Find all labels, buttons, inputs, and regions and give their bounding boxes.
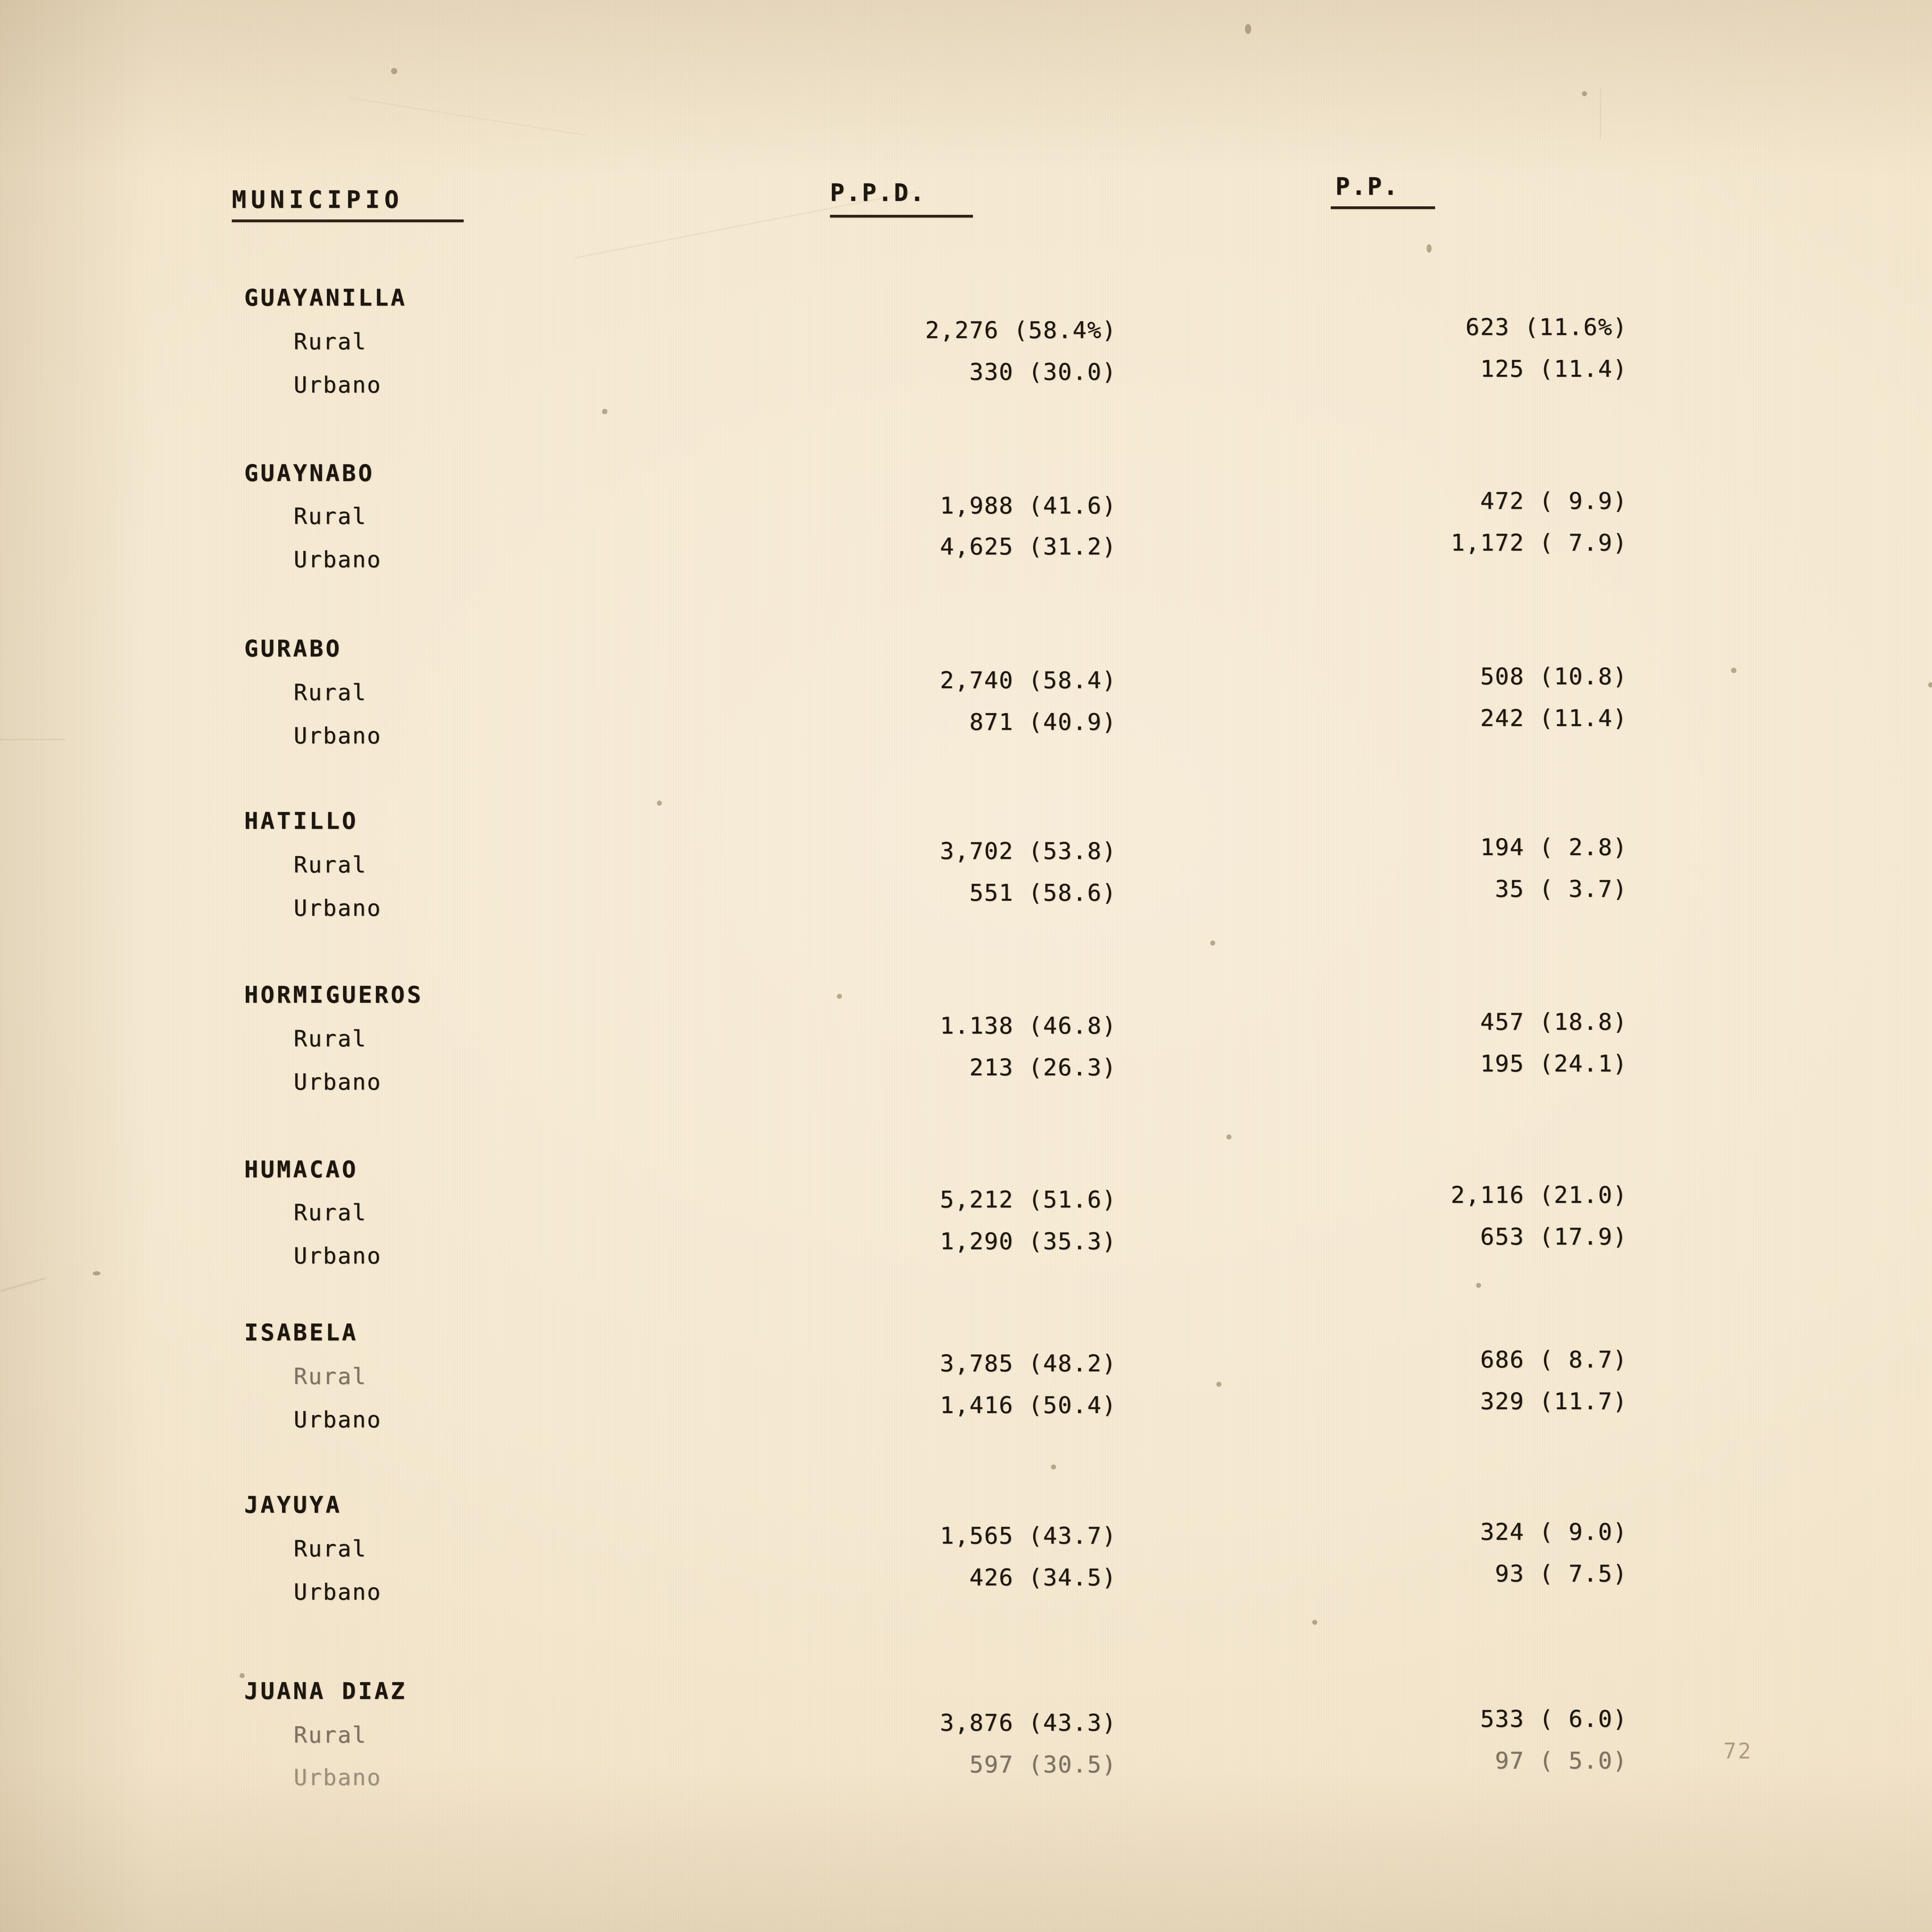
row-label-rural: Rural bbox=[294, 1722, 367, 1748]
paper-speck bbox=[1731, 668, 1736, 673]
row-label-rural: Rural bbox=[294, 1363, 367, 1389]
paper-speck bbox=[1226, 1134, 1231, 1139]
pp-rural-value: 508 (10.8) bbox=[1480, 663, 1628, 690]
pp-urbano-value: 97 ( 5.0) bbox=[1495, 1747, 1628, 1774]
paper-crease bbox=[349, 97, 586, 136]
ppd-urbano-value: 213 (26.3) bbox=[969, 1054, 1117, 1081]
row-label-urbano: Urbano bbox=[294, 723, 382, 749]
paper-speck bbox=[1051, 1464, 1056, 1469]
paper-speck bbox=[1312, 1620, 1317, 1625]
ppd-rural-value: 5,212 (51.6) bbox=[940, 1186, 1117, 1213]
ppd-urbano-value: 597 (30.5) bbox=[969, 1751, 1117, 1778]
pp-urbano-value: 653 (17.9) bbox=[1480, 1223, 1628, 1250]
ppd-urbano-value: 871 (40.9) bbox=[969, 709, 1117, 736]
row-label-urbano: Urbano bbox=[294, 1579, 382, 1605]
paper-speck bbox=[1245, 24, 1251, 34]
municipality-name: HUMACAO bbox=[244, 1156, 358, 1183]
row-label-urbano: Urbano bbox=[294, 1406, 382, 1433]
paper-speck bbox=[602, 409, 607, 414]
margin-mark bbox=[1600, 89, 1601, 139]
row-label-rural: Rural bbox=[294, 852, 367, 878]
pp-rural-value: 623 (11.6%) bbox=[1465, 314, 1628, 341]
pp-rural-value: 457 (18.8) bbox=[1480, 1009, 1628, 1036]
row-label-urbano: Urbano bbox=[294, 372, 382, 398]
ppd-header-underline bbox=[830, 215, 973, 218]
municipality-name: GUAYNABO bbox=[244, 460, 374, 487]
page-number: 72 bbox=[1723, 1739, 1753, 1764]
municipality-name: JUANA DIAZ bbox=[244, 1678, 407, 1705]
municipality-name: GUAYANILLA bbox=[244, 284, 407, 311]
paper-speck bbox=[1216, 1382, 1221, 1387]
pp-urbano-value: 329 (11.7) bbox=[1480, 1388, 1628, 1415]
pp-header-underline bbox=[1331, 206, 1435, 209]
pp-urbano-value: 125 (11.4) bbox=[1480, 355, 1628, 383]
paper-speck bbox=[657, 801, 662, 806]
pp-rural-value: 533 ( 6.0) bbox=[1480, 1706, 1628, 1733]
municipality-name: ISABELA bbox=[244, 1319, 358, 1346]
ppd-rural-value: 1,565 (43.7) bbox=[940, 1522, 1117, 1549]
pp-urbano-value: 195 (24.1) bbox=[1480, 1050, 1628, 1077]
municipio-header-underline bbox=[232, 219, 464, 222]
paper-speck bbox=[391, 68, 397, 74]
paper-speck bbox=[93, 1271, 100, 1276]
paper-speck bbox=[1427, 244, 1432, 253]
column-header-ppd: P.P.D. bbox=[830, 179, 926, 207]
ppd-urbano-value: 1,416 (50.4) bbox=[940, 1392, 1117, 1419]
row-label-rural: Rural bbox=[294, 679, 367, 706]
row-label-urbano: Urbano bbox=[294, 1243, 382, 1269]
row-label-rural: Rural bbox=[294, 1026, 367, 1052]
pp-rural-value: 686 ( 8.7) bbox=[1480, 1346, 1628, 1373]
pp-urbano-value: 1,172 ( 7.9) bbox=[1451, 529, 1628, 556]
ppd-rural-value: 3,876 (43.3) bbox=[940, 1709, 1117, 1736]
municipality-name: HORMIGUEROS bbox=[244, 981, 423, 1009]
margin-mark bbox=[0, 1277, 46, 1292]
ppd-urbano-value: 4,625 (31.2) bbox=[940, 533, 1117, 560]
row-label-rural: Rural bbox=[294, 503, 367, 529]
pp-rural-value: 2,116 (21.0) bbox=[1451, 1182, 1628, 1209]
row-label-urbano: Urbano bbox=[294, 1069, 382, 1095]
paper-speck bbox=[1928, 682, 1932, 687]
ppd-rural-value: 3,785 (48.2) bbox=[940, 1350, 1117, 1377]
ppd-rural-value: 2,740 (58.4) bbox=[940, 667, 1117, 694]
pp-rural-value: 324 ( 9.0) bbox=[1480, 1519, 1628, 1546]
pp-urbano-value: 93 ( 7.5) bbox=[1495, 1560, 1628, 1587]
ppd-rural-value: 1,988 (41.6) bbox=[940, 492, 1117, 519]
paper-speck bbox=[1476, 1283, 1481, 1288]
row-label-urbano: Urbano bbox=[294, 1764, 382, 1791]
ppd-rural-value: 1.138 (46.8) bbox=[940, 1012, 1117, 1039]
ppd-urbano-value: 1,290 (35.3) bbox=[940, 1228, 1117, 1255]
paper-speck bbox=[1210, 940, 1215, 946]
paper-speck bbox=[1582, 91, 1587, 96]
pp-urbano-value: 35 ( 3.7) bbox=[1495, 876, 1628, 903]
ppd-urbano-value: 551 (58.6) bbox=[969, 879, 1117, 906]
ppd-urbano-value: 426 (34.5) bbox=[969, 1564, 1117, 1591]
municipality-name: JAYUYA bbox=[244, 1492, 342, 1519]
row-label-rural: Rural bbox=[294, 1536, 367, 1562]
pp-rural-value: 472 ( 9.9) bbox=[1480, 488, 1628, 515]
margin-mark bbox=[0, 739, 66, 740]
column-header-pp: P.P. bbox=[1335, 172, 1400, 201]
row-label-urbano: Urbano bbox=[294, 546, 382, 573]
pp-rural-value: 194 ( 2.8) bbox=[1480, 834, 1628, 861]
municipality-name: HATILLO bbox=[244, 808, 358, 835]
ppd-rural-value: 2,276 (58.4%) bbox=[925, 317, 1117, 344]
row-label-rural: Rural bbox=[294, 328, 367, 355]
ppd-urbano-value: 330 (30.0) bbox=[969, 359, 1117, 386]
municipality-name: GURABO bbox=[244, 635, 342, 662]
pp-urbano-value: 242 (11.4) bbox=[1480, 705, 1628, 732]
row-label-rural: Rural bbox=[294, 1199, 367, 1226]
ppd-rural-value: 3,702 (53.8) bbox=[940, 838, 1117, 865]
paper-speck bbox=[837, 994, 842, 999]
column-header-municipio: MUNICIPIO bbox=[232, 185, 403, 214]
row-label-urbano: Urbano bbox=[294, 895, 382, 921]
